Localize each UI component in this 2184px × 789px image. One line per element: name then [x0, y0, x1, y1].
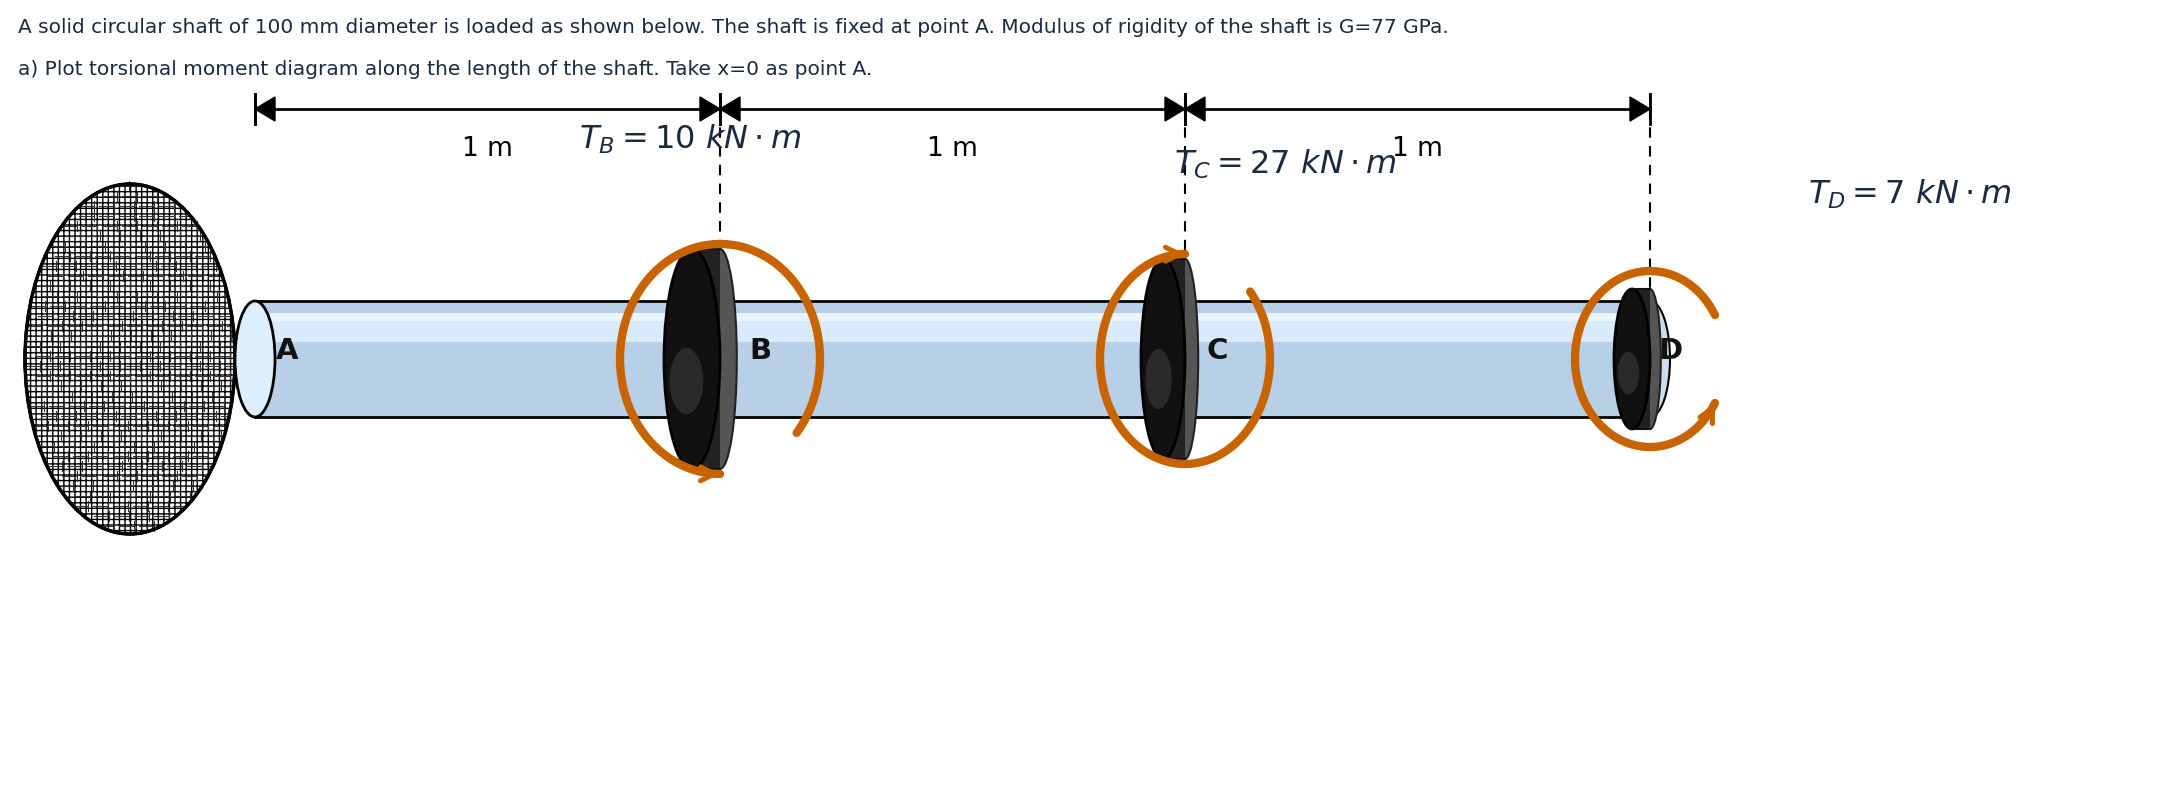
Polygon shape: [1186, 97, 1206, 121]
Ellipse shape: [1144, 349, 1173, 409]
Bar: [692, 249, 721, 469]
Ellipse shape: [236, 301, 275, 417]
Text: $T_D = 7\ kN \cdot m$: $T_D = 7\ kN \cdot m$: [1808, 178, 2011, 211]
Text: a) Plot torsional moment diagram along the length of the shaft. Take x=0 as poin: a) Plot torsional moment diagram along t…: [17, 59, 871, 78]
Bar: [256, 312, 1649, 321]
Text: 1 m: 1 m: [463, 136, 513, 162]
Polygon shape: [721, 97, 740, 121]
Ellipse shape: [664, 249, 721, 469]
Ellipse shape: [1614, 289, 1649, 429]
Text: D: D: [1658, 337, 1682, 365]
Text: B: B: [749, 337, 771, 365]
Ellipse shape: [703, 249, 736, 469]
Bar: [256, 301, 1649, 417]
Ellipse shape: [1173, 259, 1199, 459]
Text: C: C: [1206, 337, 1227, 365]
Ellipse shape: [24, 184, 236, 534]
Polygon shape: [701, 97, 721, 121]
Ellipse shape: [1140, 259, 1186, 459]
Ellipse shape: [1618, 352, 1640, 394]
Bar: [1631, 289, 1649, 429]
Polygon shape: [256, 97, 275, 121]
Text: A solid circular shaft of 100 mm diameter is loaded as shown below. The shaft is: A solid circular shaft of 100 mm diamete…: [17, 17, 1448, 36]
Polygon shape: [1164, 97, 1186, 121]
Text: 1 m: 1 m: [926, 136, 978, 162]
Ellipse shape: [1640, 289, 1660, 429]
Ellipse shape: [670, 348, 703, 414]
Text: A: A: [275, 337, 299, 365]
Text: $T_B = 10\ kN \cdot m$: $T_B = 10\ kN \cdot m$: [579, 122, 802, 155]
Bar: [1164, 259, 1186, 459]
Text: $T_C = 27\ kN \cdot m$: $T_C = 27\ kN \cdot m$: [1173, 148, 1396, 181]
Ellipse shape: [1629, 301, 1671, 417]
Polygon shape: [1629, 97, 1649, 121]
Text: 1 m: 1 m: [1391, 136, 1444, 162]
Bar: [256, 316, 1649, 342]
